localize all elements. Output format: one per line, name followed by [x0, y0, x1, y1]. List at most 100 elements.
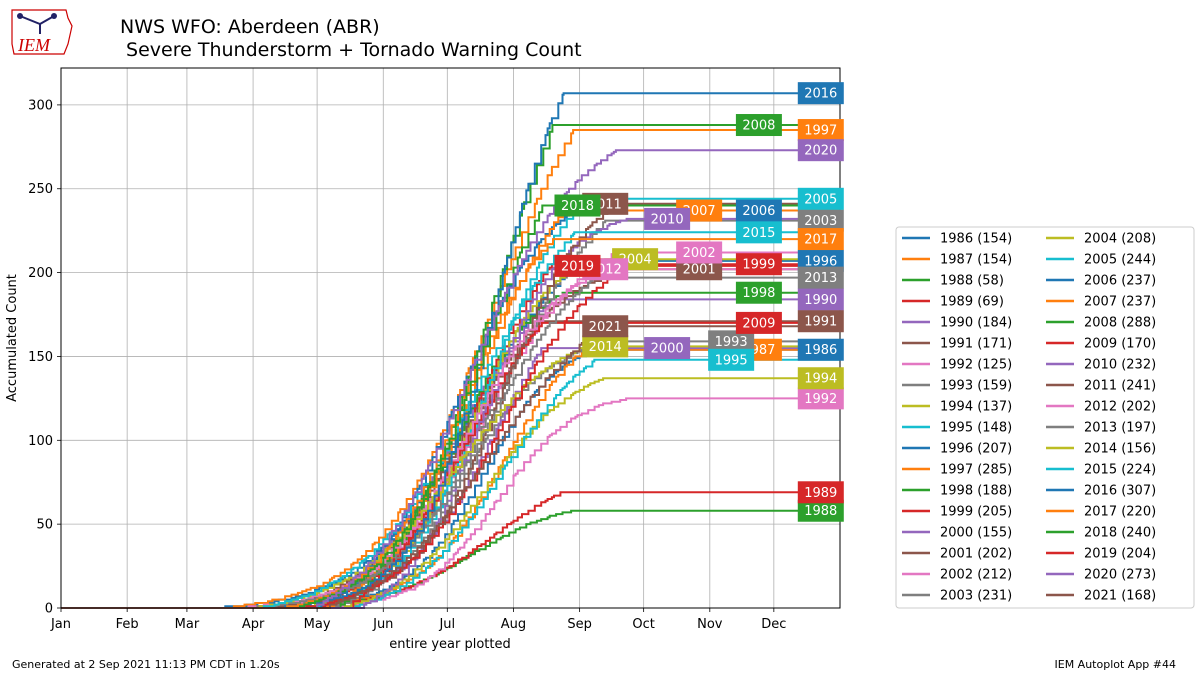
legend-entry-1999: 1999 (205) — [940, 505, 1012, 520]
year-label-2005: 2005 — [804, 192, 837, 207]
legend-entry-1992: 1992 (125) — [940, 358, 1012, 373]
year-label-2014: 2014 — [589, 340, 622, 355]
legend-entry-2004: 2004 (208) — [1084, 232, 1156, 247]
year-label-2017: 2017 — [804, 233, 837, 248]
year-label-box-1986 — [797, 338, 844, 361]
year-label-box-2021 — [582, 315, 629, 338]
year-label-2019: 2019 — [561, 259, 594, 274]
series-line-1992 — [61, 397, 840, 609]
x-tick-label: Aug — [501, 617, 526, 632]
legend-entry-1987: 1987 (154) — [940, 253, 1012, 268]
year-label-box-2016 — [797, 82, 844, 105]
x-tick-label: Nov — [697, 617, 723, 632]
x-tick-label: Oct — [632, 617, 654, 632]
year-label-box-2008 — [735, 114, 782, 137]
year-label-box-2017 — [797, 228, 844, 251]
year-label-box-2018 — [554, 194, 601, 217]
legend-entry-1986: 1986 (154) — [940, 232, 1012, 247]
year-label-1986: 1986 — [804, 343, 837, 358]
year-label-1995: 1995 — [715, 353, 748, 368]
series-line-2015 — [61, 231, 840, 609]
generated-note: Generated at 2 Sep 2021 11:13 PM CDT in … — [12, 658, 280, 671]
year-label-box-1988 — [797, 499, 844, 522]
legend-entry-1995: 1995 (148) — [940, 421, 1012, 436]
legend-entry-1988: 1988 (58) — [940, 274, 1004, 289]
year-label-1996: 1996 — [804, 254, 837, 269]
app-note: IEM Autoplot App #44 — [1054, 658, 1177, 671]
year-label-2006: 2006 — [742, 204, 775, 219]
legend-entry-1993: 1993 (159) — [940, 379, 1012, 394]
year-label-box-1990 — [797, 288, 844, 311]
year-label-box-1991 — [797, 310, 844, 333]
legend-entry-2012: 2012 (202) — [1084, 400, 1156, 415]
legend-entry-1997: 1997 (285) — [940, 463, 1012, 478]
y-tick-label: 200 — [28, 266, 53, 281]
year-label-1990: 1990 — [804, 293, 837, 308]
y-axis-label: Accumulated Count — [5, 274, 20, 402]
legend-entry-2001: 2001 (202) — [940, 547, 1012, 562]
year-label-box-1992 — [797, 387, 844, 410]
title-line1: NWS WFO: Aberdeen (ABR) — [120, 16, 380, 38]
logo-text: IEM — [17, 35, 51, 55]
x-tick-label: Apr — [242, 617, 265, 632]
legend-entry-1996: 1996 (207) — [940, 442, 1012, 457]
year-label-2013: 2013 — [804, 271, 837, 286]
x-tick-label: Jun — [372, 617, 393, 632]
year-label-box-2002 — [676, 241, 723, 264]
year-label-1992: 1992 — [804, 392, 837, 407]
x-tick-label: Dec — [761, 617, 786, 632]
legend-entry-1990: 1990 (184) — [940, 316, 1012, 331]
legend-entry-2021: 2021 (168) — [1084, 589, 1156, 604]
year-label-1991: 1991 — [804, 315, 837, 330]
legend-entry-2020: 2020 (273) — [1084, 568, 1156, 583]
year-label-box-1994 — [797, 367, 844, 390]
series-line-1987 — [61, 348, 840, 609]
year-label-box-1997 — [797, 119, 844, 142]
legend-entry-2008: 2008 (288) — [1084, 316, 1156, 331]
year-label-2003: 2003 — [804, 214, 837, 229]
legend-entry-1994: 1994 (137) — [940, 400, 1012, 415]
plot-area-border — [60, 67, 841, 609]
year-label-1993: 1993 — [715, 335, 748, 350]
chart-title: NWS WFO: Aberdeen (ABR) Severe Thunderst… — [120, 16, 582, 62]
year-label-box-2003 — [797, 209, 844, 232]
legend-entry-2011: 2011 (241) — [1084, 379, 1156, 394]
year-labels: 1986198719881989199019911992199319941995… — [554, 82, 844, 522]
legend-entry-2002: 2002 (212) — [940, 568, 1012, 583]
legend-entry-2016: 2016 (307) — [1084, 484, 1156, 499]
y-tick-label: 250 — [28, 182, 53, 197]
year-label-box-2020 — [797, 139, 844, 162]
series-line-1995 — [61, 358, 840, 609]
year-label-2020: 2020 — [804, 144, 837, 159]
x-tick-label: Mar — [175, 617, 200, 632]
legend-entry-2000: 2000 (155) — [940, 526, 1012, 541]
year-label-2009: 2009 — [742, 316, 775, 331]
year-label-1997: 1997 — [804, 124, 837, 139]
legend-entry-2007: 2007 (237) — [1084, 295, 1156, 310]
year-label-box-1998 — [735, 281, 782, 304]
year-label-box-1989 — [797, 481, 844, 504]
series-line-1989 — [61, 491, 840, 609]
legend-entry-2006: 2006 (237) — [1084, 274, 1156, 289]
year-label-2021: 2021 — [589, 320, 622, 335]
y-tick-label: 300 — [28, 98, 53, 113]
axis-ticks: Jan Feb Mar Apr May Jun Jul Aug Sep Oct Nov Dec 0 50 1… — [28, 98, 786, 632]
year-label-2010: 2010 — [651, 212, 684, 227]
x-tick-label: Jan — [50, 617, 71, 632]
year-label-1999: 1999 — [742, 258, 775, 273]
series-line-1986 — [61, 348, 840, 609]
legend-entry-2005: 2005 (244) — [1084, 253, 1156, 268]
year-label-box-2005 — [797, 187, 844, 210]
year-label-box-1996 — [797, 249, 844, 272]
series-line-2017 — [61, 238, 840, 609]
x-tick-label: Sep — [567, 617, 592, 632]
year-label-box-2019 — [554, 254, 601, 277]
x-tick-label: May — [304, 617, 331, 632]
year-label-box-2014 — [582, 335, 629, 358]
year-label-box-2000 — [644, 337, 691, 360]
legend: 1986 (154) 1987 (154) 1988 (58) 1989 (69) 19… — [895, 226, 1195, 609]
year-label-box-2015 — [735, 221, 782, 244]
title-line2: Severe Thunderstorm + Tornado Warning Co… — [120, 39, 582, 61]
series-line-2002 — [61, 251, 840, 609]
legend-box — [895, 226, 1195, 609]
